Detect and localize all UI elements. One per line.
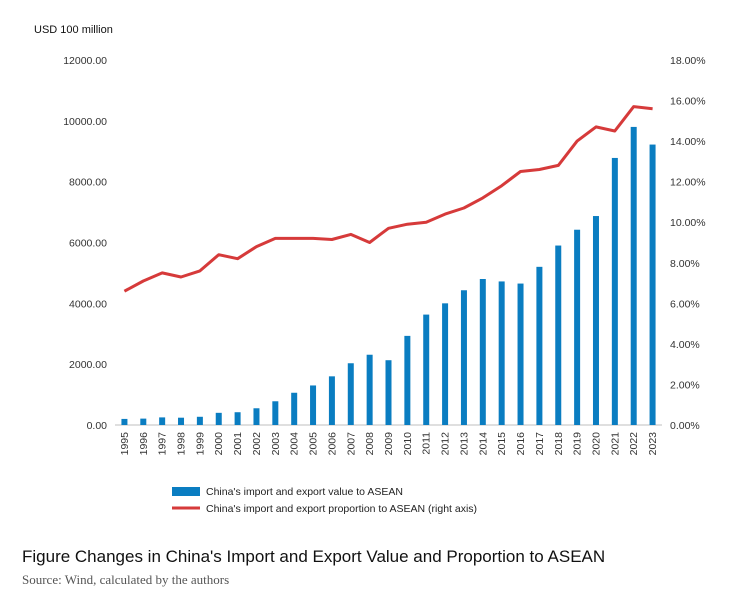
x-tick-label: 2011 [421,432,433,455]
right-tick-label: 2.00% [670,379,700,391]
x-tick-label: 1995 [119,432,131,456]
left-tick-label: 2000.00 [69,359,107,371]
bar [479,279,486,425]
x-tick-label: 2012 [440,432,452,456]
figure-source: Source: Wind, calculated by the authors [22,572,230,587]
bar [328,376,335,425]
bar [611,157,618,426]
bar [291,392,298,425]
bar [517,283,524,425]
legend-bar-swatch [172,487,200,496]
right-tick-label: 14.00% [670,136,706,148]
x-tick-label: 2017 [534,432,546,456]
legend-line-label: China's import and export proportion to … [206,503,477,515]
bar [592,216,599,425]
x-tick-label: 2003 [270,432,282,456]
bar [234,412,241,425]
right-tick-label: 6.00% [670,298,700,310]
bar [498,281,505,425]
bar [178,417,185,425]
x-tick-label: 1997 [157,432,169,456]
bar [140,418,147,425]
x-tick-label: 2021 [609,432,621,456]
bar [536,266,543,425]
x-tick-label: 2013 [458,432,470,456]
bar [555,245,562,425]
proportion-line [123,105,653,293]
bar [385,360,392,425]
right-tick-label: 16.00% [670,96,706,108]
left-tick-label: 10000.00 [63,116,107,128]
left-tick-label: 12000.00 [63,55,107,67]
x-tick-label: 2015 [496,432,508,456]
bar [460,290,467,425]
bar [196,416,203,425]
x-tick-label: 2010 [402,432,414,456]
left-axis-ticks: 0.00 2000.00 4000.00 6000.00 8000.00 10000.00… [63,55,107,432]
bar [630,126,637,426]
x-tick-label: 2005 [308,432,320,456]
x-tick-label: 2016 [515,432,527,456]
x-tick-label: 2001 [232,432,244,456]
bar [253,408,260,425]
x-tick-label: 1999 [194,432,206,456]
x-tick-label: 2014 [477,432,489,456]
x-tick-label: 2004 [289,432,301,456]
bar [310,385,317,425]
y-axis-unit-label: USD 100 million [34,24,113,36]
line-series [123,105,653,293]
legend: China's import and export value to ASEAN… [172,486,477,515]
right-tick-label: 18.00% [670,55,706,67]
x-tick-label: 2020 [590,432,602,456]
bar [121,418,128,425]
left-tick-label: 4000.00 [69,298,107,310]
bar [423,314,430,425]
x-tick-label: 2023 [647,432,659,456]
x-tick-label: 2018 [553,432,565,456]
combo-chart: USD 100 million 0.00 2000.00 4000.00 6000.0… [34,24,706,515]
right-tick-label: 10.00% [670,217,706,229]
right-tick-label: 12.00% [670,177,706,189]
right-axis-ticks: 0.00% 2.00% 4.00% 6.00% 8.00% 10.00% 12.00% 14.… [670,55,706,432]
x-axis-ticks: 1995 1996 1997 1998 1999 2000 2001 2002 2003 2004… [119,432,659,456]
bar [574,229,581,425]
bar-series [121,126,656,426]
bar [215,412,222,425]
bar [272,401,279,425]
x-tick-label: 1996 [138,432,150,456]
figure-caption: Figure Changes in China's Import and Exp… [22,547,606,566]
bar [404,335,411,425]
x-tick-label: 2002 [251,432,263,456]
right-tick-label: 0.00% [670,420,700,432]
bar [347,363,354,425]
x-tick-label: 2009 [383,432,395,456]
x-tick-label: 1998 [176,432,188,456]
left-tick-label: 0.00 [87,420,108,432]
bar [366,354,373,425]
left-tick-label: 8000.00 [69,177,107,189]
left-tick-label: 6000.00 [69,238,107,250]
right-tick-label: 4.00% [670,339,700,351]
right-tick-label: 8.00% [670,258,700,270]
bar [442,303,449,425]
x-tick-label: 2007 [345,432,357,456]
x-tick-label: 2000 [213,432,225,456]
x-tick-label: 2019 [572,432,584,456]
bar [649,144,656,425]
x-tick-label: 2022 [628,432,640,456]
x-tick-label: 2008 [364,432,376,456]
legend-bar-label: China's import and export value to ASEAN [206,486,403,498]
bar [159,417,166,425]
x-tick-label: 2006 [326,432,338,456]
